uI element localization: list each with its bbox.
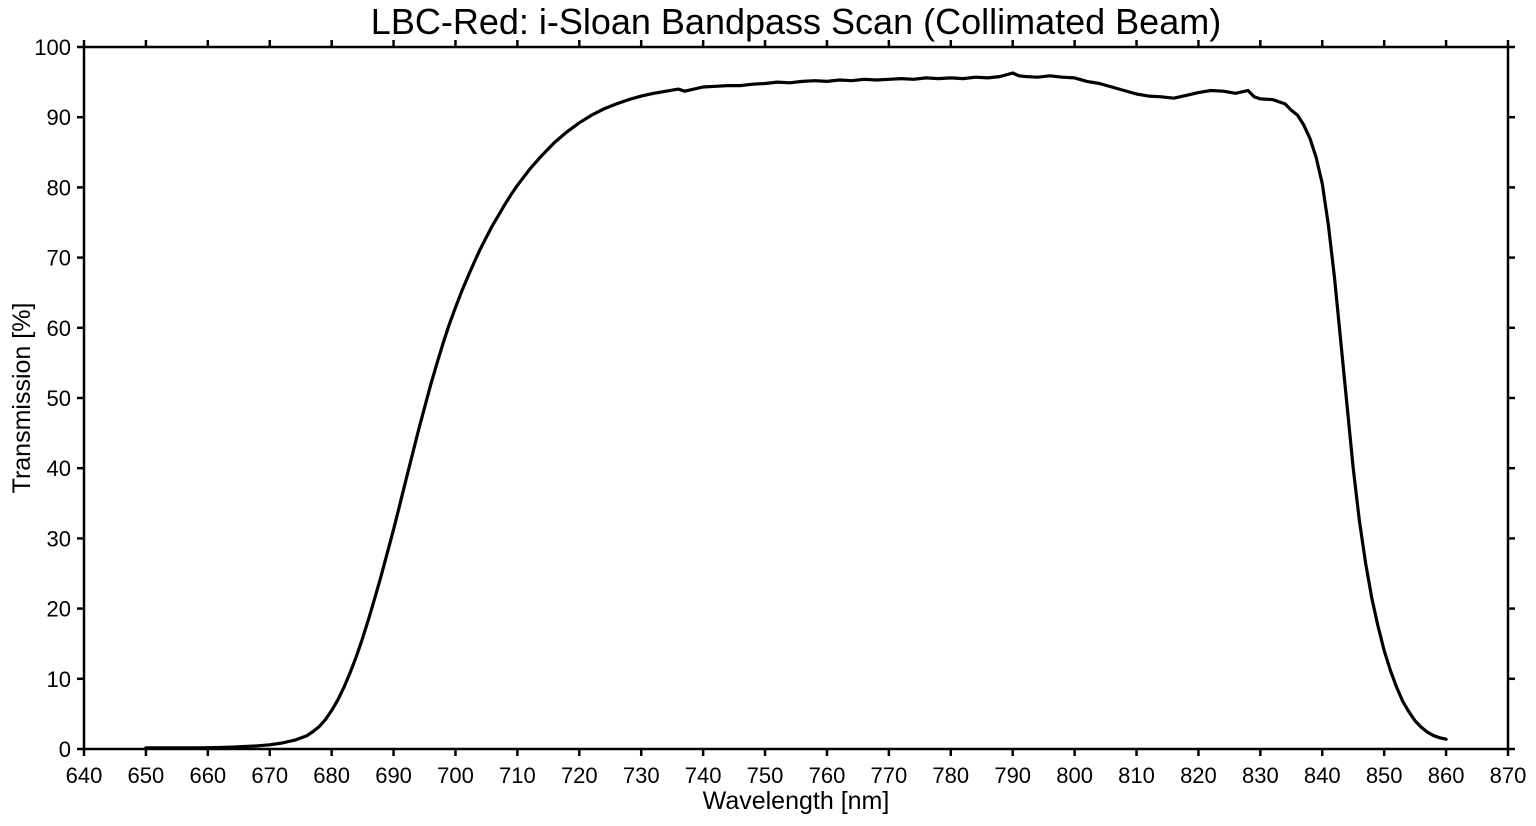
x-tick-label: 690 bbox=[375, 763, 412, 788]
x-tick-label: 870 bbox=[1490, 763, 1527, 788]
x-tick-label: 740 bbox=[685, 763, 722, 788]
x-tick-label: 780 bbox=[932, 763, 969, 788]
x-tick-label: 820 bbox=[1180, 763, 1217, 788]
x-tick-label: 760 bbox=[809, 763, 846, 788]
x-tick-label: 710 bbox=[499, 763, 536, 788]
x-tick-label: 750 bbox=[747, 763, 784, 788]
y-tick-label: 40 bbox=[47, 456, 71, 481]
x-tick-label: 790 bbox=[994, 763, 1031, 788]
x-tick-label: 650 bbox=[128, 763, 165, 788]
x-tick-label: 840 bbox=[1304, 763, 1341, 788]
y-axis-label: Transmission [%] bbox=[8, 303, 36, 494]
x-tick-label: 700 bbox=[437, 763, 474, 788]
axis-tick-labels: 640 650 660 670 680 690 700 710 720 730 740 750 760 7… bbox=[34, 35, 1526, 788]
x-axis-label: Wavelength [nm] bbox=[703, 787, 890, 815]
x-tick-label: 810 bbox=[1118, 763, 1155, 788]
transmission-curve bbox=[144, 71, 1448, 750]
y-tick-label: 90 bbox=[47, 105, 71, 130]
y-tick-label: 100 bbox=[34, 35, 71, 60]
plot-spines bbox=[82, 45, 1510, 751]
x-tick-label: 680 bbox=[313, 763, 350, 788]
x-tick-label: 730 bbox=[623, 763, 660, 788]
x-tick-label: 720 bbox=[561, 763, 598, 788]
x-tick-label: 670 bbox=[251, 763, 288, 788]
axis-ticks bbox=[77, 40, 1515, 756]
x-tick-label: 830 bbox=[1242, 763, 1279, 788]
x-tick-label: 850 bbox=[1366, 763, 1403, 788]
y-tick-label: 10 bbox=[47, 667, 71, 692]
y-tick-label: 0 bbox=[59, 737, 71, 762]
x-tick-label: 660 bbox=[189, 763, 226, 788]
y-tick-label: 60 bbox=[47, 316, 71, 341]
x-tick-label: 640 bbox=[66, 763, 103, 788]
x-tick-label: 860 bbox=[1428, 763, 1465, 788]
x-tick-label: 770 bbox=[871, 763, 908, 788]
y-tick-label: 50 bbox=[47, 386, 71, 411]
y-tick-label: 80 bbox=[47, 175, 71, 200]
y-tick-label: 30 bbox=[47, 526, 71, 551]
chart-title: LBC-Red: i-Sloan Bandpass Scan (Collimat… bbox=[371, 1, 1221, 42]
y-tick-label: 20 bbox=[47, 597, 71, 622]
x-tick-label: 800 bbox=[1056, 763, 1093, 788]
y-tick-label: 70 bbox=[47, 246, 71, 271]
